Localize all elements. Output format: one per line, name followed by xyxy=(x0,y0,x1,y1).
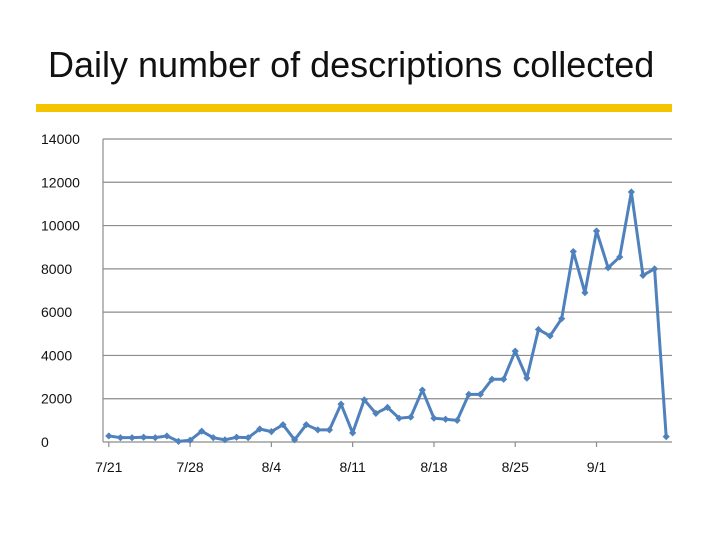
y-tick-label: 6000 xyxy=(41,304,72,320)
data-point xyxy=(186,436,194,444)
data-point xyxy=(151,434,159,442)
y-tick-label: 2000 xyxy=(41,391,72,407)
data-point xyxy=(116,434,125,442)
data-point xyxy=(604,264,612,272)
data-point xyxy=(546,332,554,340)
data-point xyxy=(267,428,275,436)
data-point xyxy=(232,433,241,441)
data-point xyxy=(592,227,601,235)
y-axis-tick-labels: 0 2000 4000 6000 8000 10000 12000 14000 xyxy=(41,131,80,450)
data-point xyxy=(256,425,264,433)
title-underline-bar xyxy=(36,104,672,112)
data-point xyxy=(476,390,484,398)
data-point xyxy=(314,426,322,434)
data-point xyxy=(349,429,357,437)
data-point xyxy=(534,325,543,334)
data-point xyxy=(128,434,136,442)
data-point xyxy=(465,390,473,398)
data-point xyxy=(163,432,171,440)
x-tick-label: 7/21 xyxy=(95,459,122,475)
data-point xyxy=(221,436,229,444)
data-point xyxy=(616,253,624,261)
data-point xyxy=(407,413,415,421)
data-point xyxy=(511,347,519,355)
data-point xyxy=(279,421,287,429)
y-tick-label: 14000 xyxy=(41,131,80,147)
data-point xyxy=(209,434,217,442)
y-tick-label: 4000 xyxy=(41,347,72,363)
data-point xyxy=(383,403,392,411)
data-point xyxy=(662,432,670,441)
y-tick-label: 0 xyxy=(41,434,49,450)
series-group xyxy=(105,188,670,445)
data-point xyxy=(650,265,659,273)
data-point xyxy=(453,416,461,424)
x-tick-label: 8/4 xyxy=(262,459,282,475)
data-point xyxy=(418,386,426,394)
data-point xyxy=(174,437,183,445)
data-point xyxy=(395,414,403,422)
slide-title: Daily number of descriptions collected xyxy=(48,44,655,85)
data-point xyxy=(430,414,438,422)
x-tick-label: 8/11 xyxy=(340,459,366,475)
y-tick-label: 10000 xyxy=(41,218,80,234)
data-point xyxy=(244,434,252,442)
data-point xyxy=(302,421,310,429)
data-point xyxy=(140,433,148,441)
data-point xyxy=(337,400,345,408)
data-point xyxy=(500,375,508,383)
x-axis-tick-labels: 7/21 7/28 8/4 8/11 8/18 8/25 9/1 xyxy=(95,459,606,475)
data-point xyxy=(441,415,450,423)
data-point xyxy=(639,271,647,279)
data-point xyxy=(581,289,589,297)
data-point xyxy=(627,188,635,196)
x-tick-label: 8/18 xyxy=(420,459,447,475)
gridlines xyxy=(103,138,672,400)
data-point xyxy=(372,409,380,418)
title-underline xyxy=(36,104,672,112)
x-tick-label: 9/1 xyxy=(587,459,607,475)
y-tick-label: 12000 xyxy=(41,174,80,190)
data-point xyxy=(105,432,113,440)
data-point xyxy=(523,374,531,382)
data-point xyxy=(488,375,496,383)
data-point xyxy=(198,427,206,435)
x-tick-label: 7/28 xyxy=(176,459,203,475)
data-point xyxy=(291,436,299,444)
y-tick-label: 8000 xyxy=(41,261,72,277)
data-point xyxy=(558,315,566,323)
data-point xyxy=(569,247,577,256)
data-point xyxy=(325,426,334,434)
data-point xyxy=(360,396,368,404)
x-tick-label: 8/25 xyxy=(502,459,529,475)
